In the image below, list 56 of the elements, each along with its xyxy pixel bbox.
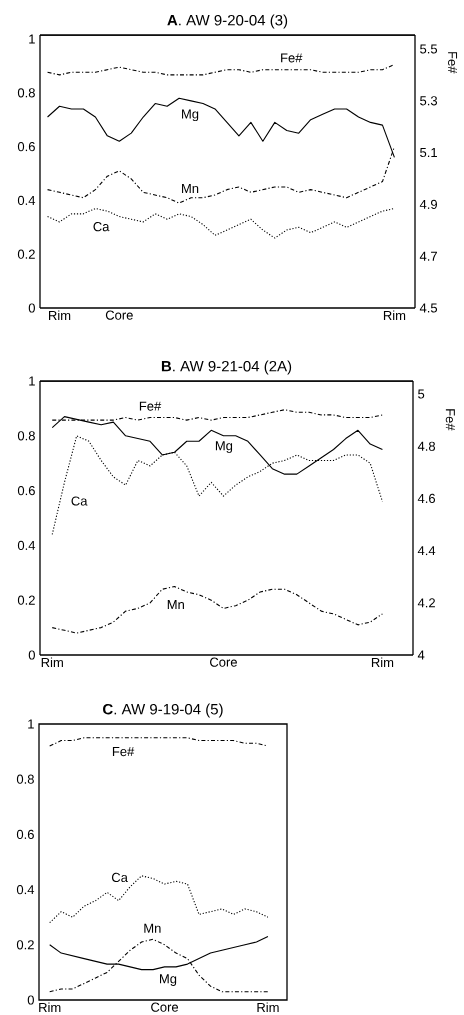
y-tick-label: 0.6 — [17, 142, 35, 152]
y-tick-label: 0.4 — [17, 540, 36, 550]
y-tick-label: 0.8 — [16, 774, 34, 784]
y-tick-label: 0.4 — [16, 884, 35, 895]
x-tick-label: Rim — [371, 657, 394, 667]
y-tick-label: 0.6 — [17, 485, 35, 496]
y-tick-label: 1 — [29, 376, 35, 386]
series-label: Fe# — [281, 53, 303, 63]
y-tick-label: 0.4 — [17, 195, 36, 206]
series-label: Ca — [71, 496, 88, 506]
x-tick-label: Rim — [257, 1002, 279, 1012]
x-tick-label: Core — [210, 657, 237, 667]
y-tick-label: 0.8 — [17, 431, 35, 441]
y2-tick-label: 4 — [417, 650, 425, 660]
y2-tick-label: 5 — [418, 389, 425, 399]
y2-tick-label: 5.1 — [420, 148, 437, 158]
series-label: Mg — [160, 974, 177, 986]
series-label: Ca — [111, 872, 128, 883]
series-label: Fe# — [139, 401, 162, 411]
y-tick-label: 0 — [27, 995, 34, 1005]
y2-tick-label: 4.9 — [419, 199, 437, 209]
series-label: Mn — [182, 183, 199, 193]
y-tick-label: 0 — [28, 303, 35, 313]
series-label: Ca — [93, 222, 110, 232]
chart-title: C. AW 9-19-04 (5) — [103, 703, 223, 718]
series-label: Mg — [215, 441, 233, 453]
y-tick-label: 0.2 — [16, 940, 34, 950]
series-label: Fe# — [112, 747, 135, 757]
y2-tick-label: 4.8 — [417, 441, 436, 451]
y-tick-label: 0.2 — [17, 595, 35, 605]
y2-tick-label: 4.4 — [417, 546, 436, 556]
y2-tick-label: 4.5 — [419, 303, 438, 313]
y-tick-label: 1 — [28, 719, 34, 729]
chart-title: B. AW 9-21-04 (2A) — [161, 360, 292, 375]
y2-tick-label: 5.3 — [420, 96, 438, 106]
y-tick-label: 0.8 — [17, 88, 35, 98]
y2-tick-label: 5.5 — [420, 44, 438, 54]
x-tick-label: Rim — [39, 1002, 61, 1012]
chart-title: A. AW 9-20-04 (3) — [167, 14, 288, 29]
y2-tick-label: 4.6 — [417, 493, 436, 504]
y2-tick-label: 4.2 — [417, 598, 435, 608]
x-tick-label: Rim — [41, 657, 63, 667]
y-tick-label: 0.6 — [16, 829, 34, 839]
y-tick-label: 1 — [29, 34, 35, 44]
series-label: Mn — [144, 923, 161, 933]
x-tick-label: Rim — [49, 310, 71, 320]
y-tick-label: 0 — [28, 650, 35, 660]
series-label: Mn — [167, 600, 184, 610]
x-tick-label: Core — [105, 310, 133, 320]
y-tick-label: 0.2 — [17, 249, 35, 259]
x-tick-label: Rim — [383, 310, 406, 320]
y2-tick-label: 4.7 — [419, 251, 437, 261]
x-tick-label: Core — [151, 1002, 179, 1012]
y2-axis-title: Fe# — [445, 409, 455, 431]
y2-axis-title: Fe# — [447, 52, 458, 74]
series-label: Mg — [182, 109, 199, 122]
